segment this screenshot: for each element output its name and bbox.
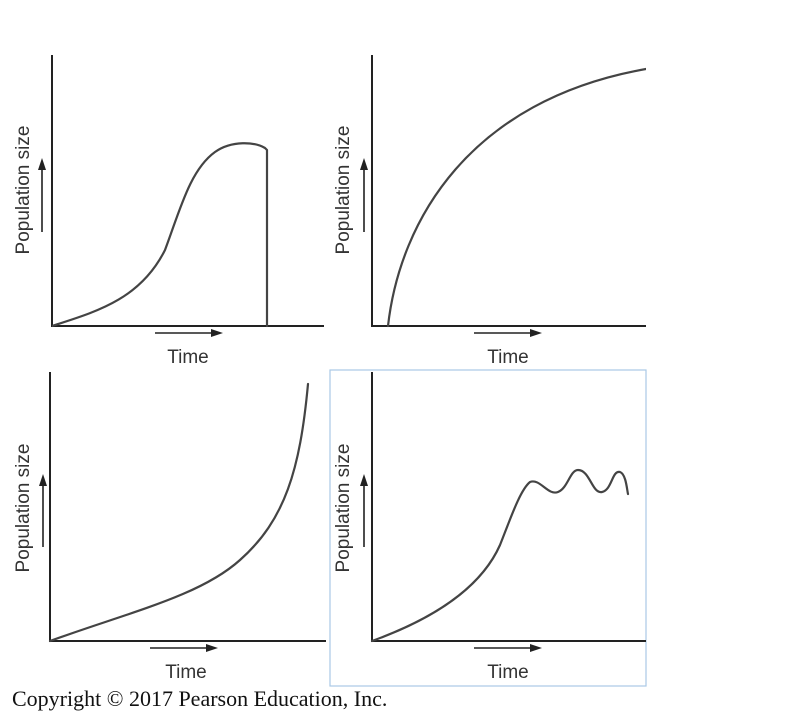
x-direction-arrow bbox=[150, 644, 218, 652]
chart-panel-2: Time Population size bbox=[333, 55, 646, 368]
y-direction-arrow bbox=[360, 474, 368, 547]
x-axis-label: Time bbox=[487, 662, 529, 683]
series-line bbox=[386, 67, 646, 328]
y-axis-label: Population size bbox=[333, 126, 354, 255]
y-axis-label: Population size bbox=[13, 444, 34, 573]
y-direction-arrow bbox=[39, 474, 47, 547]
copyright-notice: Copyright © 2017 Pearson Education, Inc. bbox=[12, 686, 388, 711]
x-axis-label: Time bbox=[167, 347, 209, 368]
x-axis-label: Time bbox=[165, 662, 207, 683]
y-axis-label: Population size bbox=[13, 126, 34, 255]
chart-panel-1: Time Population size bbox=[13, 55, 324, 368]
x-axis-label: Time bbox=[487, 347, 529, 368]
x-direction-arrow bbox=[474, 644, 542, 652]
chart-panel-3: Time Population size bbox=[13, 372, 326, 683]
panel-4-selection-frame bbox=[329, 369, 647, 687]
series-line bbox=[52, 142, 269, 328]
y-direction-arrow bbox=[38, 158, 46, 232]
y-axis-label: Population size bbox=[333, 444, 354, 573]
y-direction-arrow bbox=[360, 158, 368, 232]
chart-panel-4: Time Population size bbox=[333, 372, 646, 683]
x-direction-arrow bbox=[155, 329, 223, 337]
series-line bbox=[370, 468, 630, 643]
series-line bbox=[48, 382, 310, 643]
x-direction-arrow bbox=[474, 329, 542, 337]
